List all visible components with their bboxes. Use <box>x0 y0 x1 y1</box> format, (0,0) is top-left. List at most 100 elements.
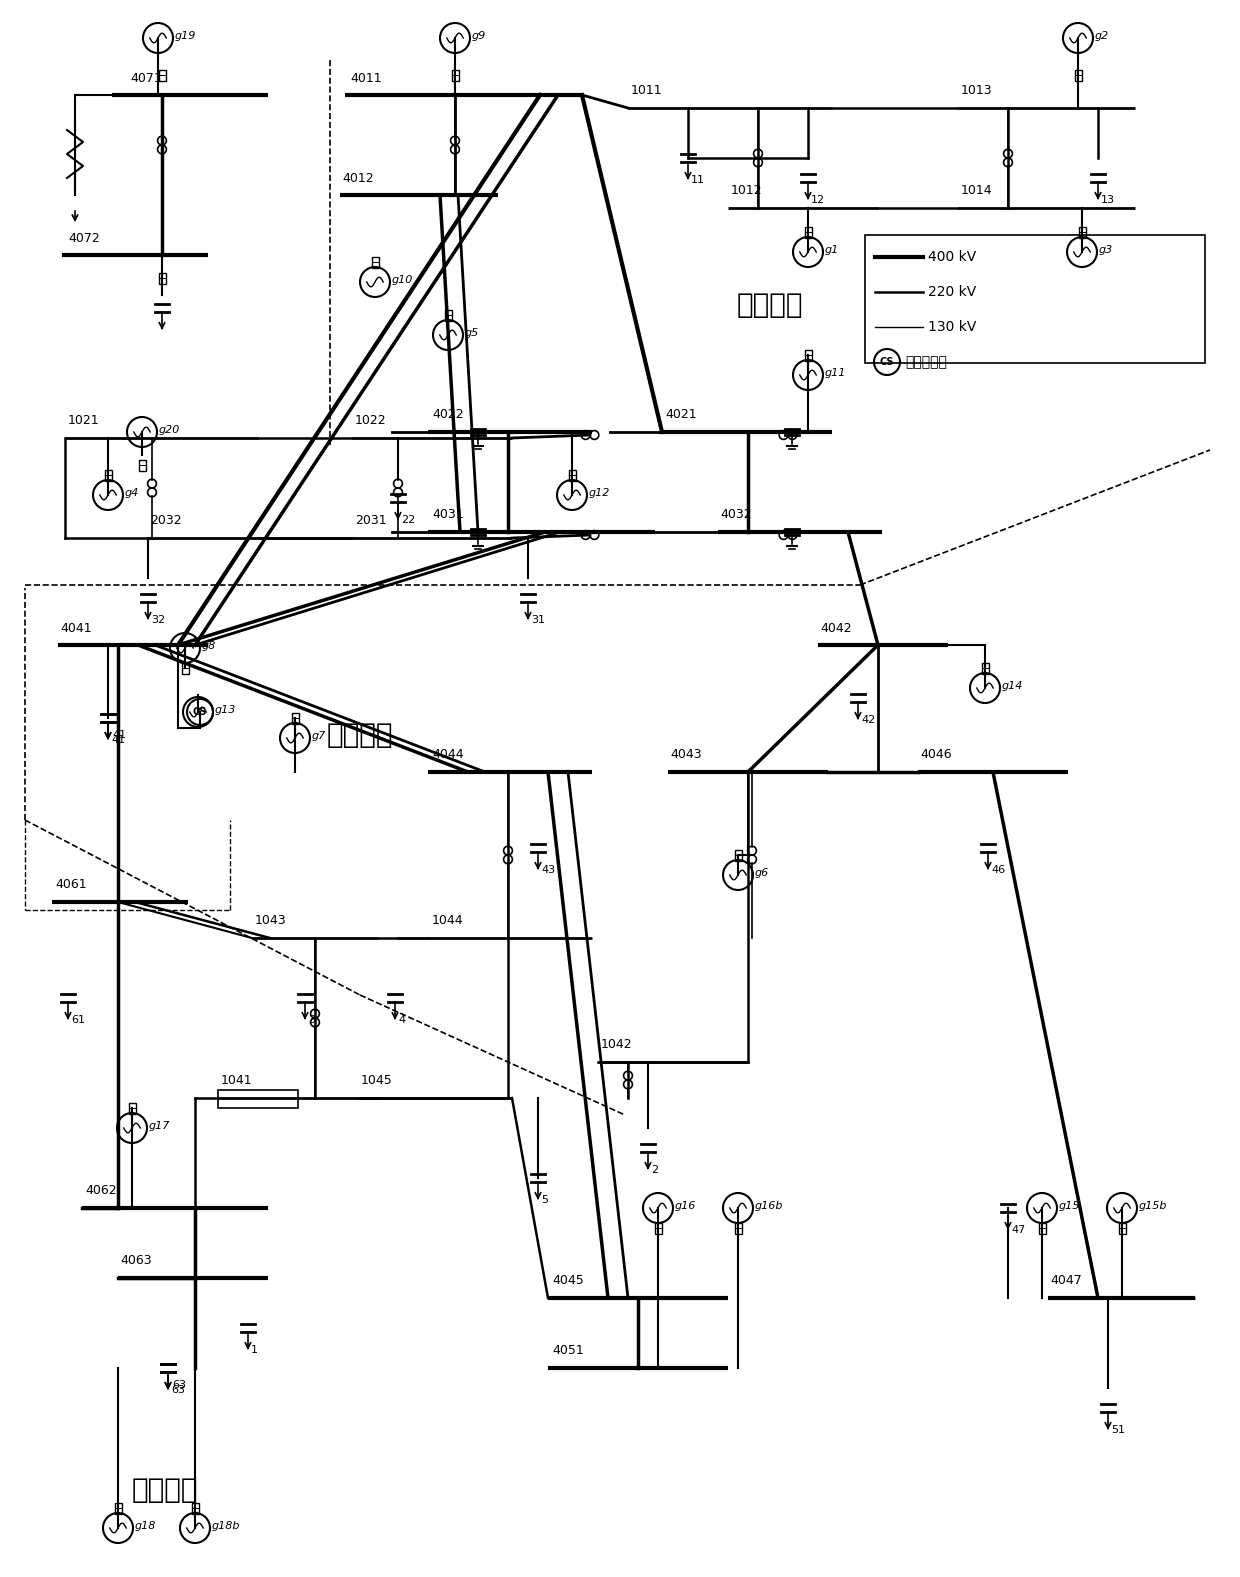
Text: g19: g19 <box>175 32 196 41</box>
Text: g10: g10 <box>392 274 413 285</box>
Text: g18: g18 <box>135 1520 156 1531</box>
Text: 4062: 4062 <box>86 1184 117 1197</box>
Text: g4: g4 <box>125 487 139 498</box>
Text: 41: 41 <box>112 735 125 744</box>
Text: g7: g7 <box>312 732 326 741</box>
Bar <box>734 1222 742 1233</box>
Text: 4: 4 <box>398 1016 405 1025</box>
Text: 中部电网: 中部电网 <box>327 721 393 749</box>
Bar <box>451 69 459 80</box>
Text: 41: 41 <box>112 730 126 740</box>
Text: 4012: 4012 <box>342 172 373 185</box>
Text: 43: 43 <box>541 866 556 875</box>
Text: 11: 11 <box>691 175 706 185</box>
Text: 13: 13 <box>1101 196 1115 205</box>
Text: 220 kV: 220 kV <box>928 285 976 300</box>
Text: 4045: 4045 <box>552 1274 584 1287</box>
Text: 1022: 1022 <box>355 415 387 427</box>
Text: 1041: 1041 <box>221 1074 253 1088</box>
Text: 1012: 1012 <box>732 185 763 197</box>
Text: CS: CS <box>192 706 207 718</box>
Bar <box>139 459 145 470</box>
Bar <box>104 470 112 481</box>
Text: 1: 1 <box>250 1345 258 1355</box>
Bar <box>655 1222 661 1233</box>
Bar <box>982 662 988 673</box>
Bar <box>159 273 165 284</box>
Bar <box>1075 69 1081 80</box>
Text: 4044: 4044 <box>432 749 464 762</box>
Text: 61: 61 <box>71 1016 86 1025</box>
Text: 4031: 4031 <box>432 508 464 522</box>
Text: 同步调相机: 同步调相机 <box>905 355 947 369</box>
Text: g9: g9 <box>472 32 486 41</box>
Text: g14: g14 <box>1002 681 1023 691</box>
Text: g5: g5 <box>465 328 479 337</box>
Text: 2031: 2031 <box>355 514 387 527</box>
Text: g15b: g15b <box>1140 1202 1168 1211</box>
Text: 4022: 4022 <box>432 408 464 421</box>
Text: 46: 46 <box>991 866 1006 875</box>
Text: g16b: g16b <box>755 1202 784 1211</box>
Text: 47: 47 <box>1011 1225 1025 1235</box>
Text: 1021: 1021 <box>68 415 99 427</box>
Text: g13: g13 <box>215 705 237 714</box>
Text: g6: g6 <box>755 867 769 878</box>
Text: 1011: 1011 <box>631 85 662 98</box>
Text: 4061: 4061 <box>55 878 87 891</box>
Text: 1014: 1014 <box>961 185 993 197</box>
Text: 1044: 1044 <box>432 915 464 927</box>
Bar <box>114 1503 122 1514</box>
Bar <box>129 1102 135 1113</box>
Text: g20: g20 <box>159 424 180 435</box>
Text: 42: 42 <box>861 714 875 725</box>
Text: g8: g8 <box>202 640 216 651</box>
Text: g2: g2 <box>1095 32 1110 41</box>
Text: 1042: 1042 <box>601 1039 632 1052</box>
Text: 4063: 4063 <box>120 1254 151 1268</box>
Bar <box>159 69 165 80</box>
Text: 1045: 1045 <box>361 1074 393 1088</box>
Text: g16: g16 <box>675 1202 697 1211</box>
Text: 4043: 4043 <box>670 749 702 762</box>
Bar <box>805 227 811 238</box>
Text: 12: 12 <box>811 196 825 205</box>
Text: 63: 63 <box>172 1380 186 1389</box>
Bar <box>1118 1222 1126 1233</box>
Bar <box>191 1503 198 1514</box>
Text: 51: 51 <box>1111 1426 1125 1435</box>
Text: 4046: 4046 <box>920 749 951 762</box>
Text: g18b: g18b <box>212 1520 241 1531</box>
Text: 4051: 4051 <box>552 1345 584 1358</box>
Text: g17: g17 <box>149 1121 170 1131</box>
Text: g15: g15 <box>1059 1202 1080 1211</box>
Text: 2: 2 <box>651 1165 658 1175</box>
Bar <box>372 257 378 268</box>
Text: 3: 3 <box>308 1016 315 1025</box>
Text: 63: 63 <box>171 1385 185 1396</box>
Bar <box>805 350 811 361</box>
Text: g3: g3 <box>1099 244 1114 255</box>
Text: 1013: 1013 <box>961 85 993 98</box>
Text: 4021: 4021 <box>665 408 697 421</box>
Text: 31: 31 <box>531 615 546 624</box>
Text: 4042: 4042 <box>820 621 852 634</box>
Text: 32: 32 <box>151 615 165 624</box>
Bar <box>1079 227 1085 238</box>
Text: 北部电网: 北部电网 <box>737 292 804 319</box>
Text: 22: 22 <box>401 516 415 525</box>
Text: 5: 5 <box>541 1195 548 1205</box>
Text: g1: g1 <box>825 244 839 255</box>
Text: 4011: 4011 <box>350 71 382 85</box>
Bar <box>866 235 1205 363</box>
Text: 4071: 4071 <box>130 71 161 85</box>
Bar <box>444 309 451 320</box>
Bar <box>218 1090 298 1109</box>
Text: 4072: 4072 <box>68 232 99 244</box>
Bar <box>291 713 299 724</box>
Bar <box>1039 1222 1045 1233</box>
Text: 4047: 4047 <box>1050 1274 1081 1287</box>
Text: 4032: 4032 <box>720 508 751 522</box>
Text: g12: g12 <box>589 487 610 498</box>
Bar <box>734 850 742 861</box>
